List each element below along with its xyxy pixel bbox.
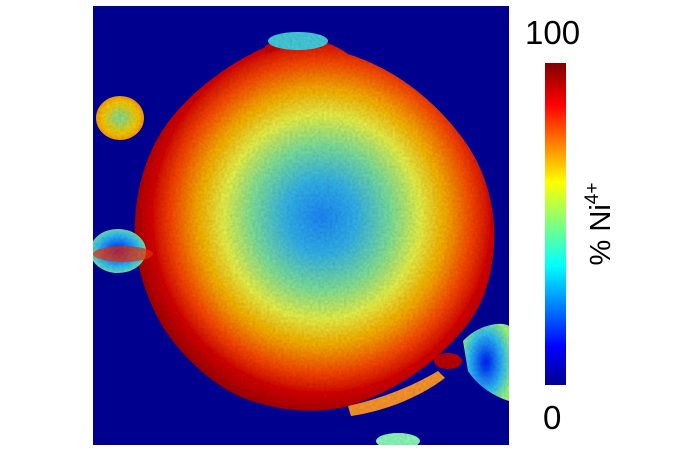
small-particle-top xyxy=(268,32,328,50)
small-particle-left xyxy=(93,229,153,273)
particle-map-graphic xyxy=(93,32,509,445)
small-particle-right-bottom xyxy=(434,323,509,401)
colorbar-max-label: 100 xyxy=(525,14,581,51)
small-particle-bottom xyxy=(376,433,420,445)
colorbar-title-superscript: 4+ xyxy=(582,182,603,205)
colorbar-title: % Ni4+ xyxy=(582,183,618,266)
colorbar-min-label: 0 xyxy=(543,399,562,436)
ni4-map-image xyxy=(93,6,509,445)
small-particle-top-left xyxy=(96,96,144,140)
colorbar-title-prefix: % Ni xyxy=(585,204,617,266)
colorbar xyxy=(545,63,566,385)
